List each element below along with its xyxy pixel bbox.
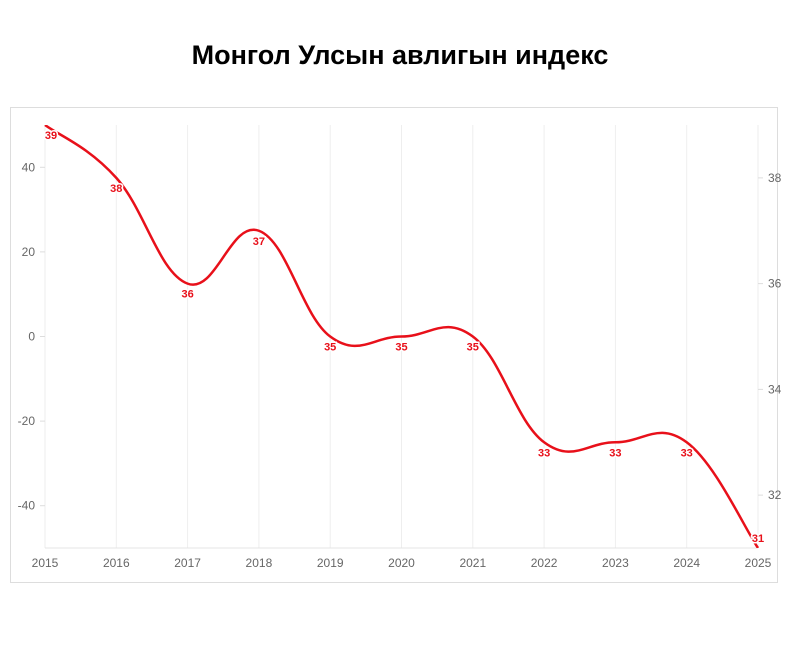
x-tick-label: 2022 [531,556,558,570]
y-right-tick-label: 32 [768,488,782,502]
data-label: 35 [467,342,479,354]
data-label: 39 [45,130,57,142]
x-tick-label: 2016 [103,556,130,570]
y-left-tick-label: 40 [22,160,36,174]
x-tick-label: 2017 [174,556,201,570]
y-left-tick-label: 20 [22,245,36,259]
data-label: 36 [181,289,193,301]
x-tick-label: 2021 [459,556,486,570]
x-tick-label: 2018 [246,556,273,570]
chart-title: Монгол Улсын авлигын индекс [191,40,609,70]
x-tick-label: 2023 [602,556,629,570]
data-label: 35 [324,342,336,354]
y-left-tick-label: 0 [28,330,35,344]
data-label: 37 [253,236,265,248]
y-right-tick-label: 38 [768,171,782,185]
x-tick-label: 2020 [388,556,415,570]
data-label: 33 [538,447,550,459]
data-label: 35 [395,342,407,354]
data-label: 31 [752,533,764,545]
y-right-tick-label: 36 [768,277,782,291]
x-tick-label: 2015 [32,556,59,570]
y-right-tick-label: 34 [768,382,782,396]
y-left-tick-label: -40 [18,499,36,513]
y-left-tick-label: -20 [18,414,36,428]
data-label: 38 [110,183,122,195]
x-tick-label: 2024 [673,556,700,570]
chart-frame [10,107,778,583]
x-tick-label: 2025 [745,556,772,570]
x-tick-label: 2019 [317,556,344,570]
series-line [44,125,760,548]
data-label: 33 [681,447,693,459]
data-label: 33 [609,447,621,459]
